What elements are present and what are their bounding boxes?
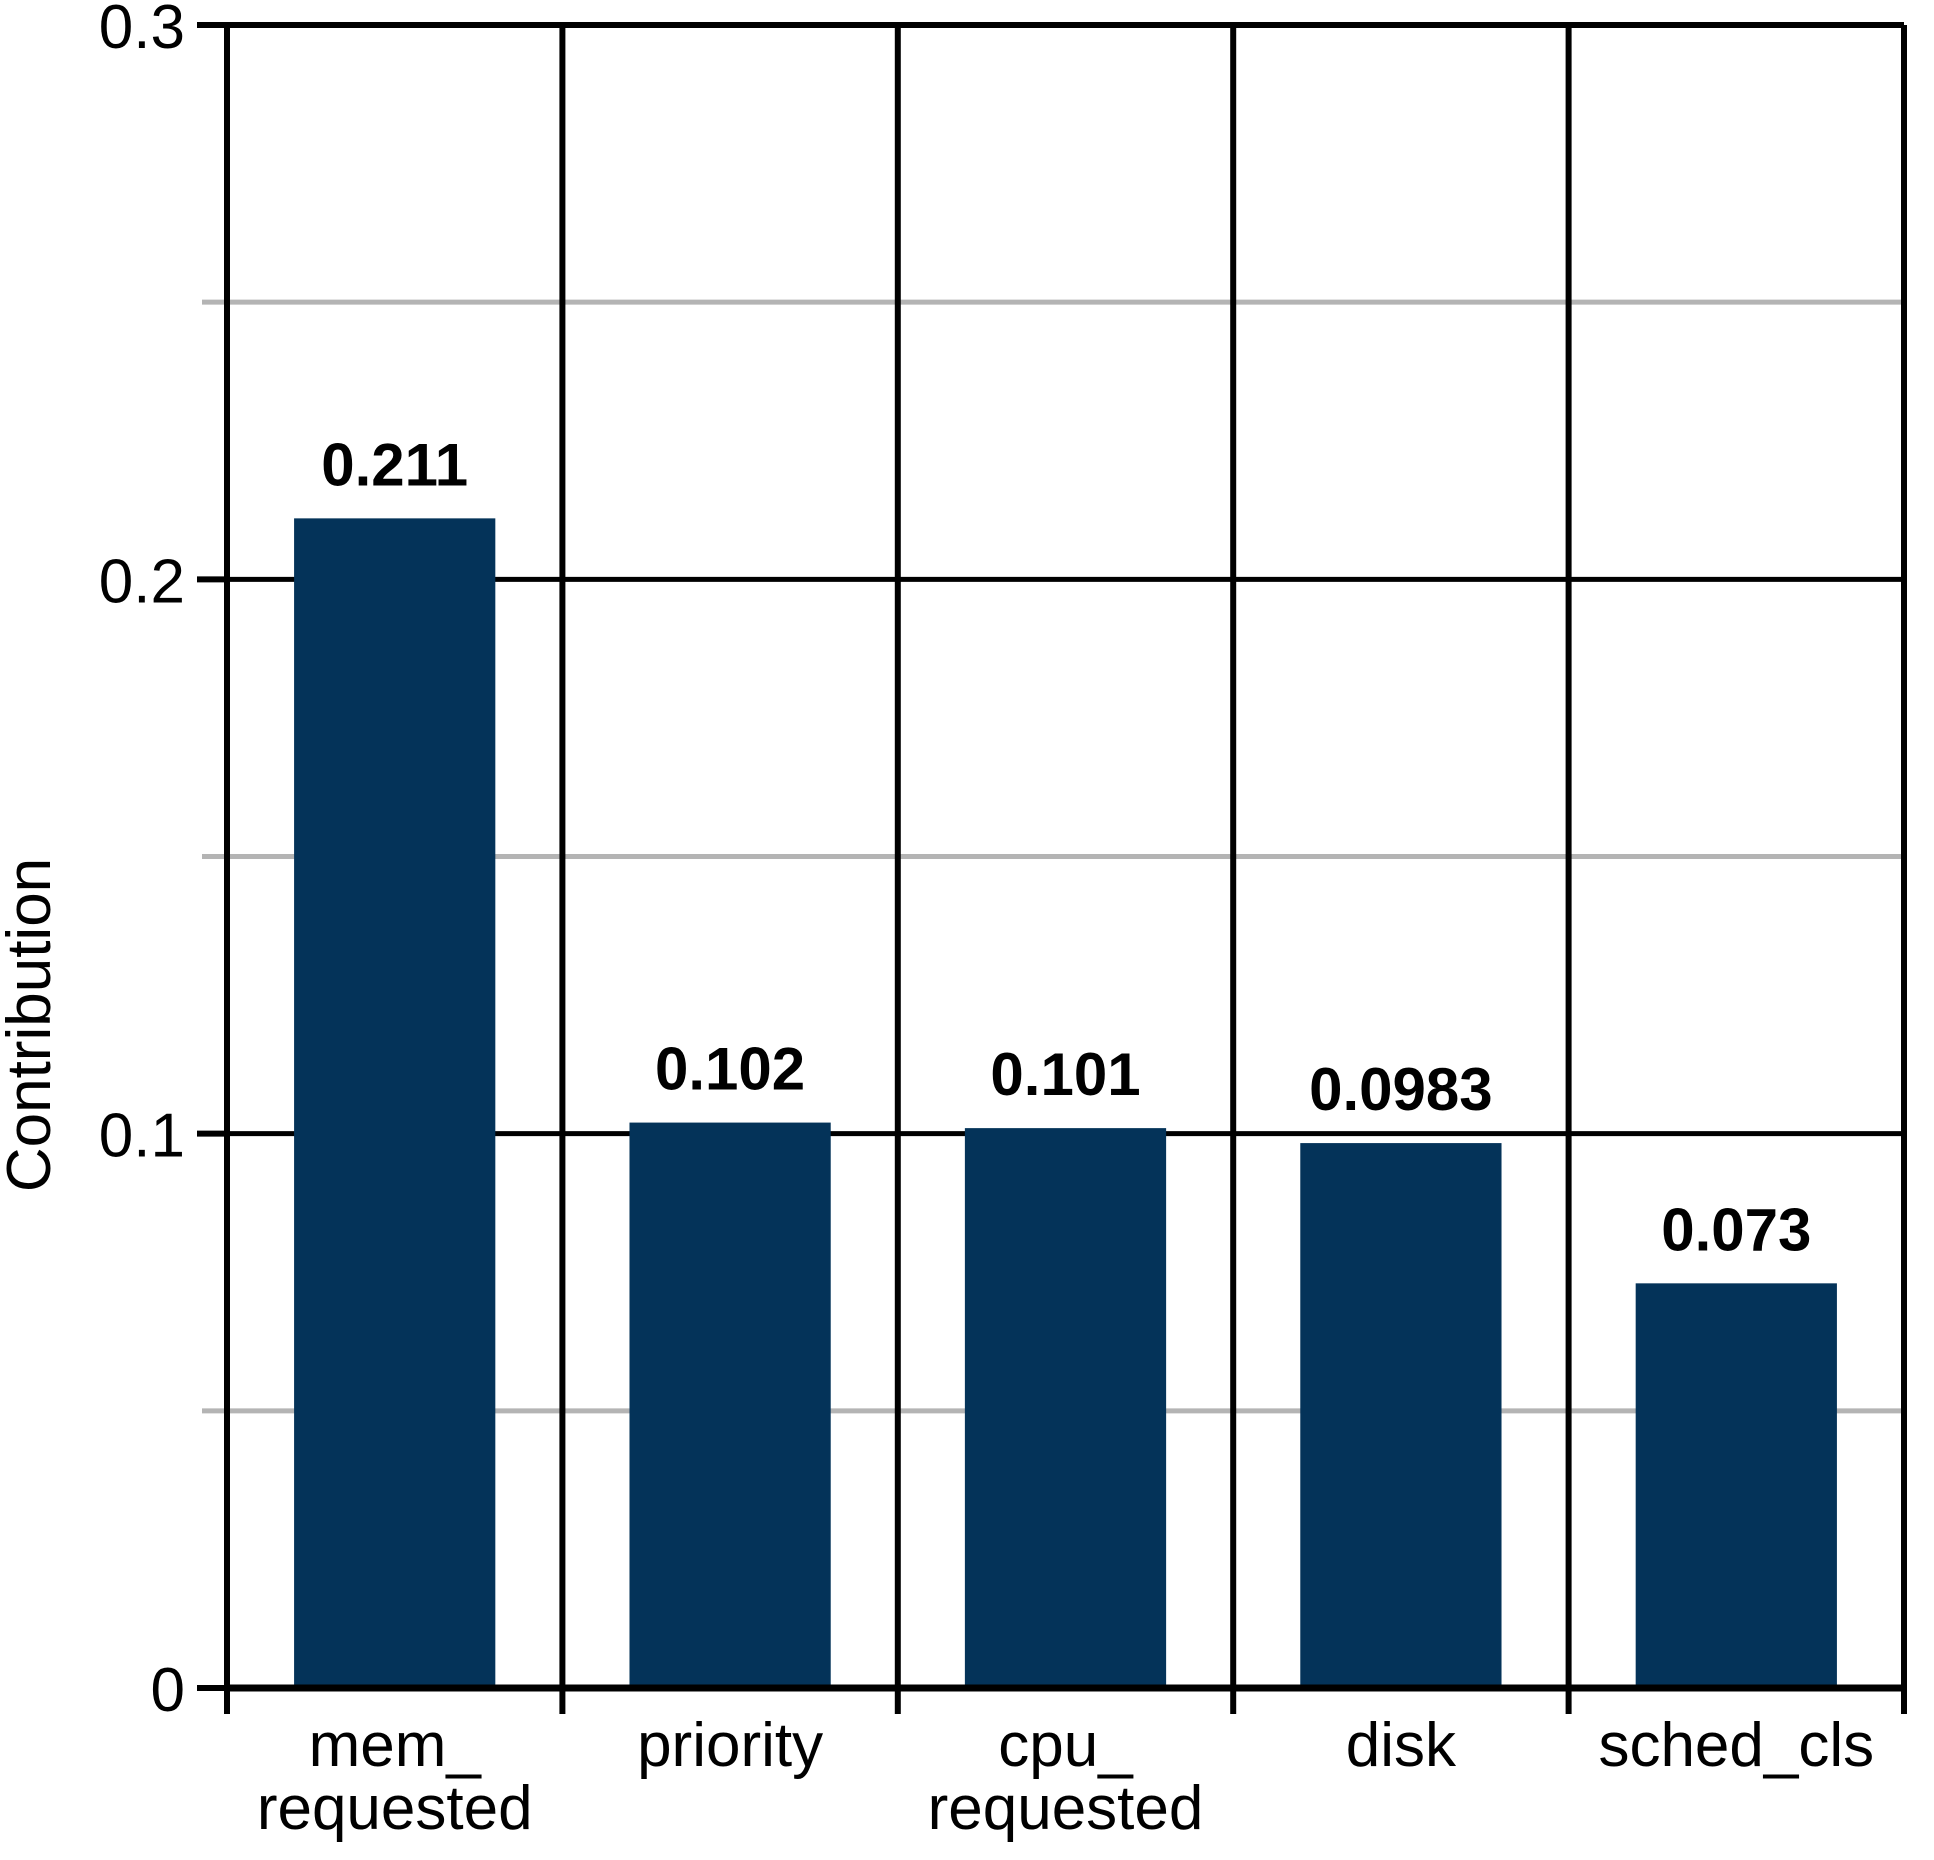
bar-mem_requested [294, 518, 496, 1688]
bar-cpu_requested [964, 1128, 1167, 1688]
y-axis-tick-label: 0.1 [99, 1102, 185, 1171]
bar-value-label: 0.102 [655, 1036, 805, 1103]
bar-value-label: 0.211 [321, 431, 468, 498]
x-axis-tick-label: mem_ [309, 1711, 483, 1780]
chart-content: 0 0.1 0.2 0.3 0.211 0.102 0.101 0.0983 0.073 mem_… [99, 0, 1907, 1843]
y-axis-title: Contribution [0, 858, 64, 1192]
x-axis-tick-label: priority [637, 1711, 823, 1780]
x-axis-tick-label: disk [1346, 1711, 1457, 1780]
x-axis-tick-label: requested [257, 1774, 533, 1843]
bar-value-label: 0.0983 [1309, 1056, 1493, 1123]
bar-disk [1300, 1143, 1502, 1688]
x-axis-tick-label: sched_cls [1598, 1711, 1874, 1780]
bar-sched_cls [1635, 1283, 1837, 1688]
x-axis-tick-label: cpu_ [998, 1711, 1134, 1780]
y-axis-tick-label: 0.3 [99, 0, 185, 62]
y-axis-tick-label: 0.2 [99, 547, 185, 616]
y-axis-tick-label: 0 [151, 1656, 185, 1725]
bar-value-label: 0.073 [1661, 1196, 1811, 1263]
x-axis-tick-label: requested [928, 1774, 1204, 1843]
bar-value-label: 0.101 [990, 1041, 1140, 1108]
bar-priority [629, 1122, 831, 1688]
